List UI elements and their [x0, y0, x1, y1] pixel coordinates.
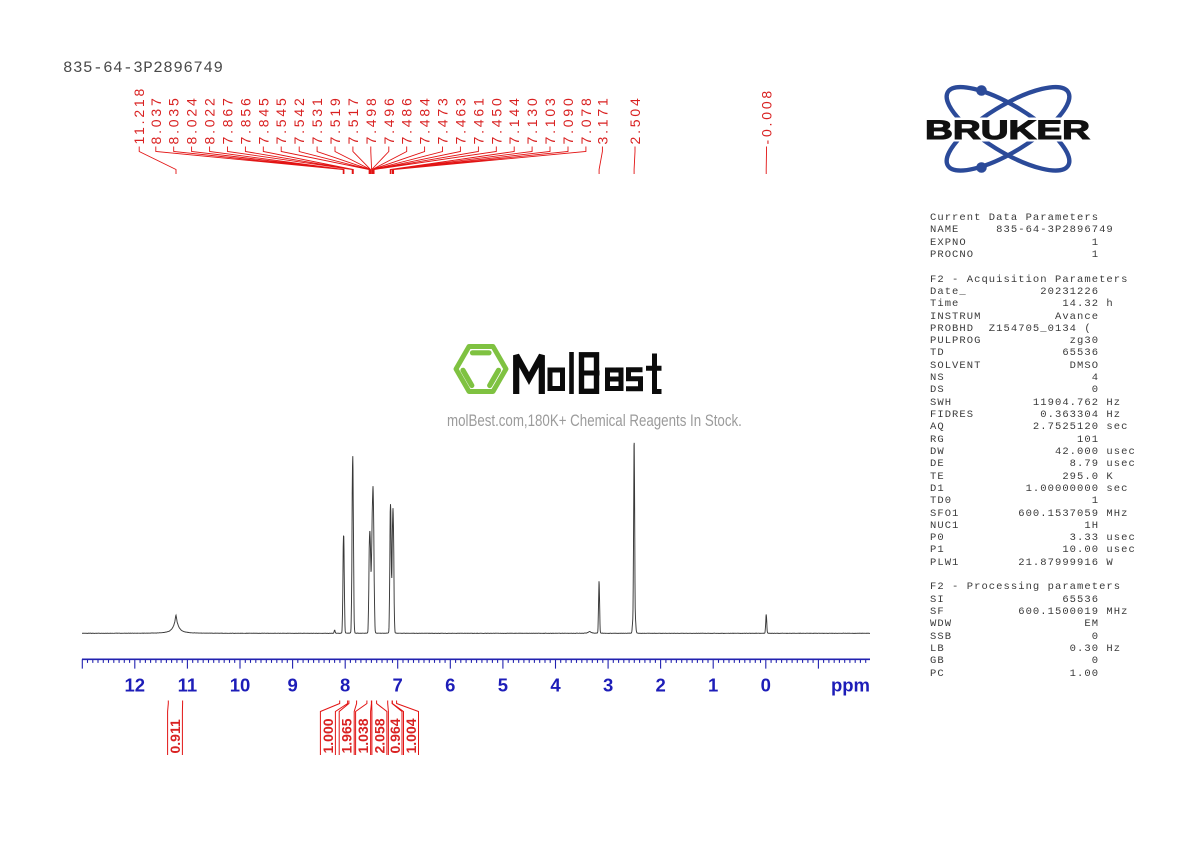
svg-text:8.022: 8.022 — [202, 95, 218, 144]
svg-text:11.218: 11.218 — [131, 86, 147, 145]
svg-text:7.103: 7.103 — [542, 95, 558, 144]
svg-text:7.498: 7.498 — [363, 95, 379, 144]
svg-text:7.078: 7.078 — [578, 95, 594, 144]
svg-text:7.856: 7.856 — [237, 95, 253, 144]
svg-text:ppm: ppm — [831, 675, 870, 696]
svg-text:7.545: 7.545 — [273, 95, 289, 144]
svg-text:7.450: 7.450 — [488, 95, 504, 144]
svg-text:10: 10 — [230, 675, 251, 696]
svg-text:8.035: 8.035 — [166, 95, 182, 144]
svg-text:7.486: 7.486 — [399, 95, 415, 144]
svg-text:12: 12 — [125, 675, 146, 696]
svg-text:1: 1 — [708, 675, 718, 696]
svg-text:7.517: 7.517 — [345, 95, 361, 144]
svg-text:5: 5 — [498, 675, 508, 696]
svg-text:4: 4 — [550, 675, 561, 696]
svg-text:7.130: 7.130 — [524, 95, 540, 144]
svg-text:7.461: 7.461 — [470, 95, 486, 144]
svg-text:-0.008: -0.008 — [759, 88, 775, 145]
svg-text:6: 6 — [445, 675, 455, 696]
svg-text:0.911: 0.911 — [167, 719, 183, 753]
svg-text:11: 11 — [178, 675, 198, 696]
svg-text:7.484: 7.484 — [417, 95, 433, 144]
svg-text:9: 9 — [287, 675, 297, 696]
svg-text:0.964: 0.964 — [387, 718, 403, 753]
svg-text:7.531: 7.531 — [309, 95, 325, 144]
svg-text:0: 0 — [761, 675, 771, 696]
svg-text:1.000: 1.000 — [320, 718, 336, 753]
svg-text:2.504: 2.504 — [627, 95, 643, 144]
svg-text:BRUKER: BRUKER — [925, 115, 1090, 145]
svg-text:7.867: 7.867 — [220, 95, 236, 144]
svg-text:2: 2 — [655, 675, 665, 696]
svg-text:7.463: 7.463 — [452, 95, 468, 144]
svg-text:8.037: 8.037 — [148, 95, 164, 144]
svg-text:7.845: 7.845 — [255, 95, 271, 144]
svg-text:1.004: 1.004 — [403, 718, 419, 753]
svg-text:8.024: 8.024 — [184, 95, 200, 144]
svg-text:2.058: 2.058 — [371, 718, 387, 753]
svg-text:8: 8 — [340, 675, 350, 696]
svg-text:3.171: 3.171 — [594, 95, 610, 144]
svg-text:7: 7 — [393, 675, 403, 696]
svg-text:7.144: 7.144 — [506, 95, 522, 144]
svg-text:7.519: 7.519 — [327, 95, 343, 144]
svg-text:7.496: 7.496 — [381, 95, 397, 144]
svg-text:7.542: 7.542 — [291, 95, 307, 144]
svg-text:7.473: 7.473 — [435, 95, 451, 144]
svg-text:1.965: 1.965 — [339, 718, 355, 753]
svg-text:3: 3 — [603, 675, 613, 696]
svg-text:1.038: 1.038 — [355, 718, 371, 753]
svg-text:7.090: 7.090 — [560, 95, 576, 144]
